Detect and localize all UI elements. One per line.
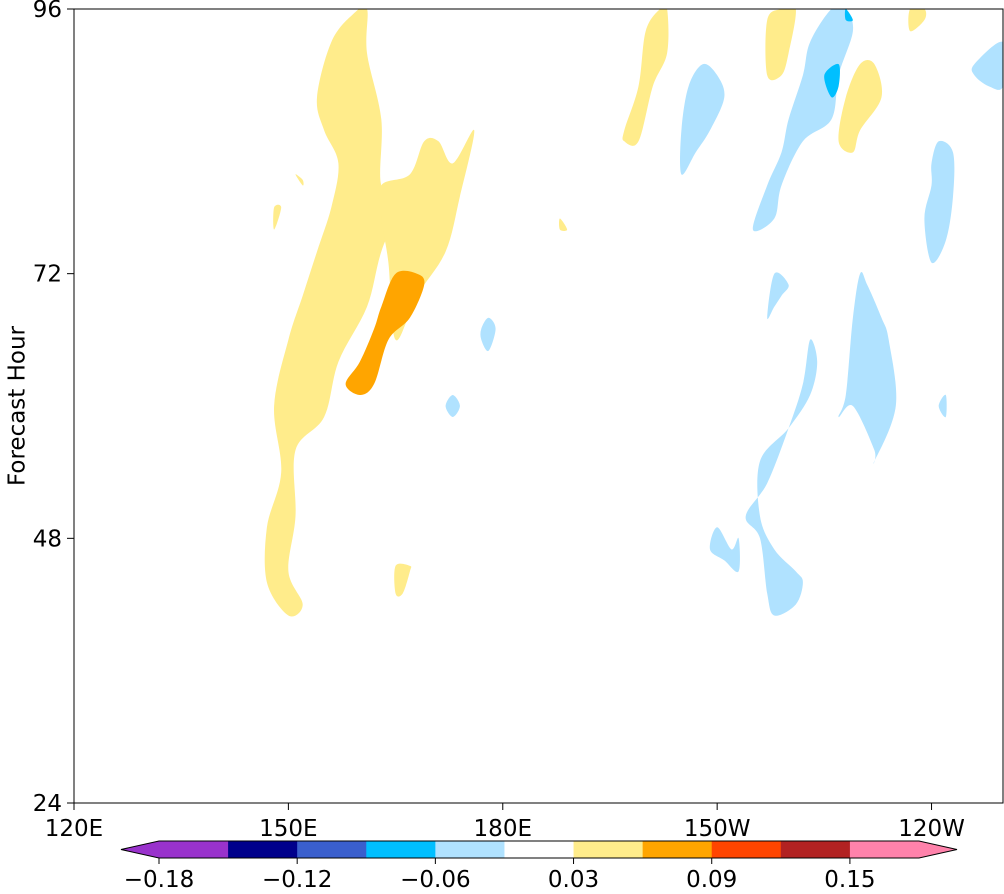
colorbar-tick-label: −0.18	[124, 867, 194, 893]
contour-region	[908, 9, 927, 32]
colorbar-segment	[642, 841, 713, 858]
colorbar-tick-label: 0.09	[686, 867, 737, 893]
contour-region	[767, 272, 789, 320]
colorbar: −0.18 −0.12 −0.06 0.03 0.09 0.15	[120, 840, 958, 893]
colorbar-tick-label: 0.15	[824, 867, 875, 893]
contour-region	[709, 527, 740, 573]
colorbar-segment	[573, 841, 644, 858]
contour-region	[765, 9, 796, 81]
y-axis: 24 48 72 96	[33, 0, 74, 817]
x-tick-label: 150E	[259, 816, 317, 842]
y-axis-label: Forecast Hour	[5, 325, 31, 486]
contour-region	[264, 9, 403, 617]
contour-region	[844, 9, 853, 22]
contour-region	[971, 41, 1003, 90]
contour-region	[838, 59, 883, 153]
colorbar-tick-label: 0.03	[548, 867, 599, 893]
contour-region	[480, 317, 496, 352]
y-tick-label: 72	[33, 262, 62, 288]
y-tick-label: 48	[33, 526, 62, 552]
x-tick-label: 120E	[45, 816, 103, 842]
contour-region	[559, 218, 568, 231]
contour-region	[752, 9, 854, 232]
contour-region	[622, 9, 669, 146]
colorbar-over-arrow	[919, 841, 957, 858]
contour-region	[938, 394, 947, 418]
y-tick-label: 24	[33, 791, 62, 817]
y-tick-label: 96	[33, 0, 62, 23]
x-tick-label: 120W	[898, 816, 965, 842]
colorbar-segment	[780, 841, 851, 858]
colorbar-segment	[435, 841, 505, 858]
colorbar-segment	[504, 841, 575, 858]
colorbar-segment	[297, 841, 367, 858]
contour-field	[264, 9, 1003, 617]
plot-frame	[73, 8, 1004, 804]
colorbar-under-arrow	[121, 841, 159, 858]
contour-region	[273, 204, 282, 230]
colorbar-segment	[711, 841, 782, 858]
x-tick-label: 180E	[474, 816, 532, 842]
colorbar-segment	[228, 841, 298, 858]
colorbar-segment	[159, 841, 229, 858]
colorbar-segment	[849, 841, 920, 858]
contour-region	[345, 270, 425, 395]
contour-region	[680, 63, 725, 175]
contour-region	[924, 140, 955, 264]
contour-region	[295, 174, 304, 186]
contour-region	[745, 339, 818, 616]
colorbar-tick-label: −0.12	[262, 867, 332, 893]
contour-region	[394, 563, 412, 597]
colorbar-tick-label: −0.06	[400, 867, 470, 893]
contour-region	[445, 395, 460, 417]
x-axis: 120E 150E 180E 150W 120W	[45, 803, 965, 842]
x-tick-label: 150W	[684, 816, 751, 842]
contour-region	[838, 272, 897, 464]
colorbar-segment	[366, 841, 436, 858]
contour-region	[824, 63, 840, 98]
